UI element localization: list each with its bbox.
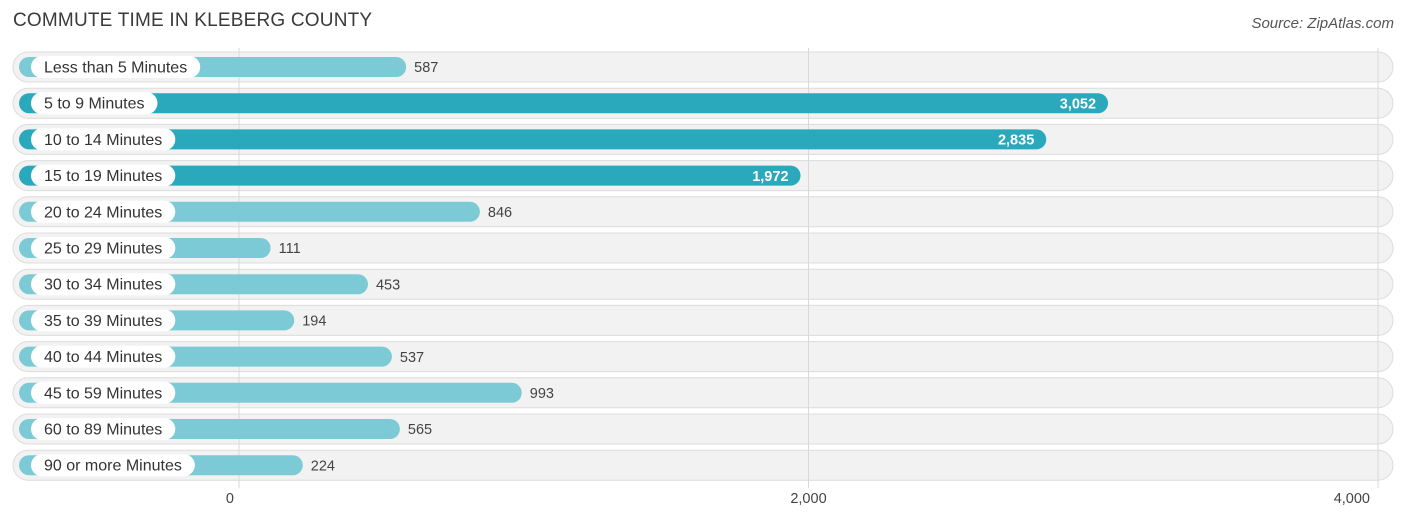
x-tick-label: 2,000 [790, 491, 826, 507]
value-label: 224 [311, 458, 335, 474]
value-label: 3,052 [1060, 96, 1096, 112]
category-label: 30 to 34 Minutes [44, 277, 162, 294]
gridlines [238, 48, 1379, 489]
row-background [12, 232, 1394, 264]
value-label: 846 [488, 205, 512, 221]
category-pill [31, 92, 158, 115]
row-backgrounds [12, 51, 1394, 481]
value-label: 993 [530, 386, 554, 402]
bar [19, 165, 801, 186]
category-label: 40 to 44 Minutes [44, 349, 162, 366]
bars: Less than 5 Minutes 587 5 to 9 Minutes 3,05… [19, 56, 1109, 477]
category-pill [31, 345, 176, 368]
category-label: 25 to 29 Minutes [44, 241, 162, 258]
category-label: 60 to 89 Minutes [44, 422, 162, 439]
category-label: 20 to 24 Minutes [44, 204, 162, 221]
value-label: 1,972 [752, 169, 788, 185]
chart-source: Source: ZipAtlas.com [1251, 15, 1394, 32]
value-label: 587 [414, 60, 438, 76]
category-pill [31, 418, 176, 440]
category-label: Less than 5 Minutes [44, 60, 187, 77]
category-pill [31, 273, 176, 296]
category-pill [31, 164, 176, 187]
category-pill [31, 381, 176, 404]
category-pill [31, 200, 176, 223]
category-label: 10 to 14 Minutes [44, 132, 162, 149]
value-label: 565 [408, 422, 432, 438]
category-pill [31, 56, 201, 78]
value-label: 194 [302, 314, 326, 330]
category-pill [31, 128, 176, 151]
bar [19, 93, 1109, 114]
category-label: 45 to 59 Minutes [44, 385, 162, 402]
x-tick-label: 0 [226, 491, 234, 507]
value-label: 537 [400, 350, 424, 366]
value-label: 453 [376, 277, 400, 293]
category-label: 5 to 9 Minutes [44, 96, 145, 113]
category-pill [31, 454, 195, 477]
row-background [12, 449, 1394, 481]
category-label: 15 to 19 Minutes [44, 168, 162, 185]
category-label: 90 or more Minutes [44, 458, 182, 475]
chart-title: COMMUTE TIME IN KLEBERG COUNTY [13, 10, 373, 31]
row-background [12, 304, 1394, 336]
value-label: 111 [279, 241, 301, 257]
bar [19, 129, 1047, 150]
value-label: 2,835 [998, 133, 1034, 149]
category-label: 35 to 39 Minutes [44, 313, 162, 330]
x-tick-label: 4,000 [1334, 491, 1370, 507]
category-pill [31, 309, 176, 332]
category-pill [31, 237, 176, 259]
x-axis: 0 2,000 4,000 [226, 491, 1370, 507]
